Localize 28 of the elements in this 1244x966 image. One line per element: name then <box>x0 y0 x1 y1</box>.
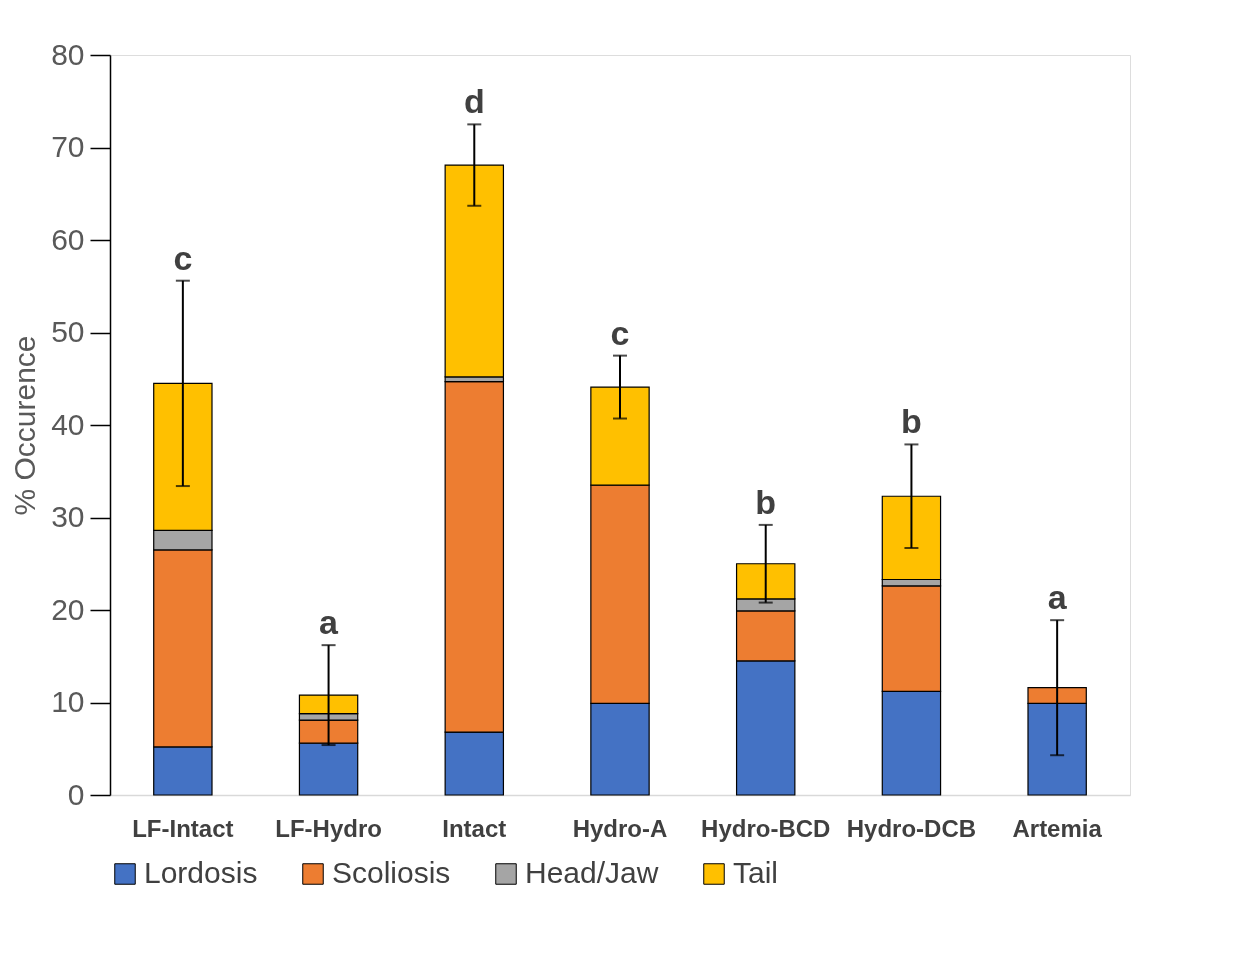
annotation: d <box>463 82 485 121</box>
y-tick-label: 80 <box>51 37 85 71</box>
y-tick-label: 60 <box>51 222 85 256</box>
legend-label: Lordosis <box>144 856 258 889</box>
x-tick-label: Hydro-DCB <box>846 814 977 842</box>
legend-label: Scoliosis <box>332 856 451 889</box>
x-tick-label: LF-Intact <box>132 814 234 842</box>
x-tick-label: LF-Hydro <box>275 814 382 842</box>
annotation: a <box>1047 578 1068 617</box>
annotation: a <box>319 603 340 642</box>
y-tick-label: 50 <box>51 315 85 348</box>
y-tick-label: 20 <box>51 592 85 626</box>
legend-label: Tail <box>733 856 779 889</box>
x-tick-label: Hydro-BCD <box>701 814 831 842</box>
y-tick-label: 70 <box>51 130 85 163</box>
annotation: c <box>173 238 193 277</box>
y-tick-label: 30 <box>51 500 85 533</box>
y-axis-title: % Occurence <box>8 335 42 516</box>
legend-label: Head/Jaw <box>525 856 659 889</box>
annotation: b <box>755 482 777 521</box>
annotation: b <box>901 402 922 441</box>
y-tick-label: 0 <box>67 777 85 811</box>
x-tick-label: Hydro-A <box>572 814 668 842</box>
x-tick-label: Artemia <box>1012 814 1103 842</box>
y-tick-label: 10 <box>51 685 85 718</box>
x-tick-label: Intact <box>442 814 507 842</box>
annotation: c <box>610 313 630 352</box>
y-tick-label: 40 <box>51 407 85 441</box>
